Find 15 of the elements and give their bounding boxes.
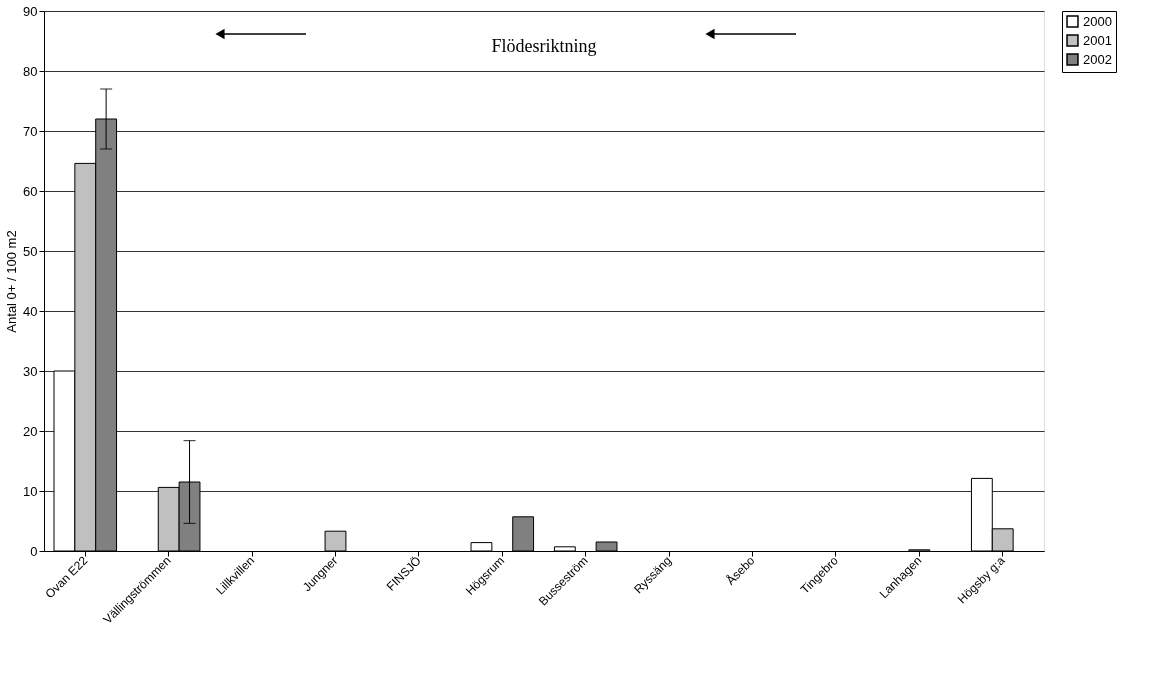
legend-label: 2001	[1083, 32, 1112, 48]
annotation: Flödesriktning	[491, 36, 597, 56]
y-tick-label: 10	[23, 483, 38, 499]
legend-label: 2002	[1083, 51, 1112, 67]
y-tick-label: 50	[23, 243, 38, 259]
y-tick-label: 0	[30, 543, 38, 559]
y-tick-label: 60	[23, 183, 38, 199]
y-tick-label: 20	[23, 423, 38, 439]
y-tick-label: 90	[23, 3, 38, 19]
y-tick-label: 80	[23, 63, 38, 79]
y-tick-label: 40	[23, 303, 38, 319]
y-tick-label: 70	[23, 123, 38, 139]
y-tick-label: 30	[23, 363, 38, 379]
legend-label: 2000	[1083, 13, 1112, 29]
y-axis-title: Antal 0+ / 100 m2	[4, 230, 20, 333]
